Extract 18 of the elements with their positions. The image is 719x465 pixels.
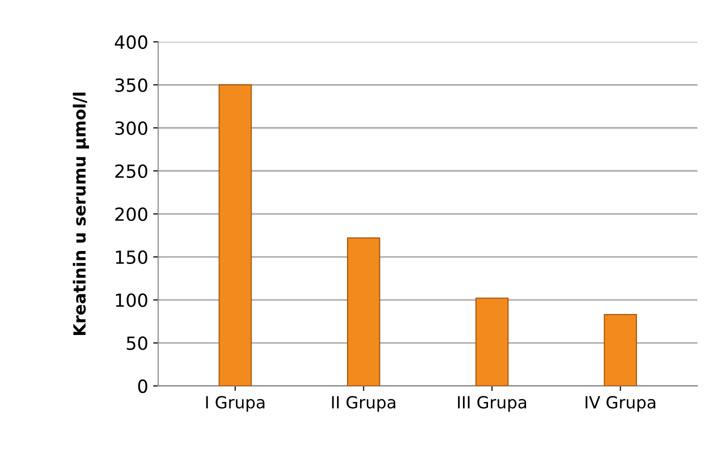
bar	[604, 314, 637, 386]
y-tick-label: 150	[116, 250, 148, 264]
y-axis-title: Kreatinin u serumu µmol/l	[72, 92, 89, 335]
y-tick-label: 300	[115, 121, 148, 135]
y-tick-label: 100	[116, 293, 148, 308]
x-tick-label: IV Grupa	[586, 396, 656, 412]
x-tick-label: III Grupa	[458, 396, 526, 412]
y-tick-label: 350	[115, 78, 148, 92]
x-tick-label: II Grupa	[332, 396, 396, 412]
bar	[347, 237, 380, 386]
y-tick-label: 50	[126, 336, 148, 350]
bar	[218, 84, 252, 386]
y-tick-label: 250	[115, 164, 148, 178]
y-tick-label: 200	[115, 207, 148, 222]
bar	[475, 298, 509, 386]
x-tick-label: I Grupa	[206, 396, 264, 412]
y-tick-label: 400	[114, 35, 148, 49]
y-tick-label: 0	[138, 379, 148, 394]
